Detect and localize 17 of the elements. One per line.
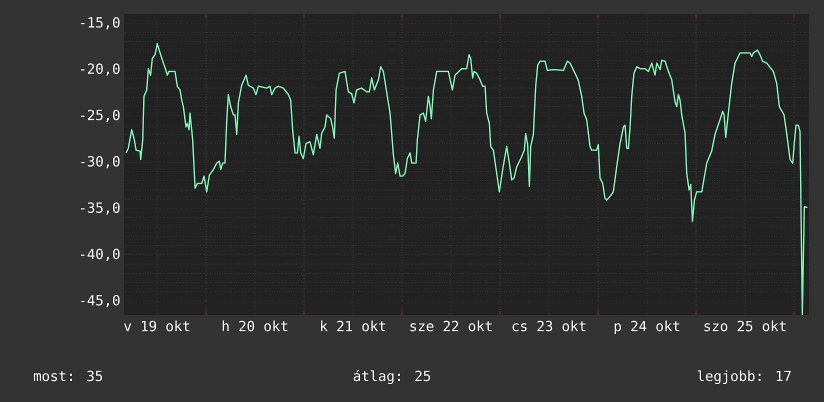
y-tick-label: -45,0 [80, 294, 120, 308]
y-tick-label: -20,0 [80, 63, 120, 76]
x-tick-label: h 20 okt [222, 320, 288, 332]
y-tick-label: -15,0 [80, 17, 120, 30]
x-tick-label: cs 23 okt [512, 320, 586, 332]
text: átlag: 25 [354, 370, 430, 384]
x-tick-label: sze 22 okt [410, 320, 492, 332]
y-tick-label: -35,0 [80, 202, 120, 215]
x-tick-label: v 19 okt [124, 320, 190, 332]
x-tick-label: p 24 okt [614, 320, 680, 334]
y-tick-label: -30,0 [80, 156, 120, 168]
x-tick-label: k 21 okt [321, 320, 386, 332]
y-tick-label: -25,0 [80, 110, 120, 122]
text: most: 35 [34, 370, 102, 382]
y-tick-label: -40,0 [80, 248, 120, 261]
x-tick-label: szo 25 okt [704, 320, 786, 332]
text: legjobb: 17 [698, 370, 791, 384]
